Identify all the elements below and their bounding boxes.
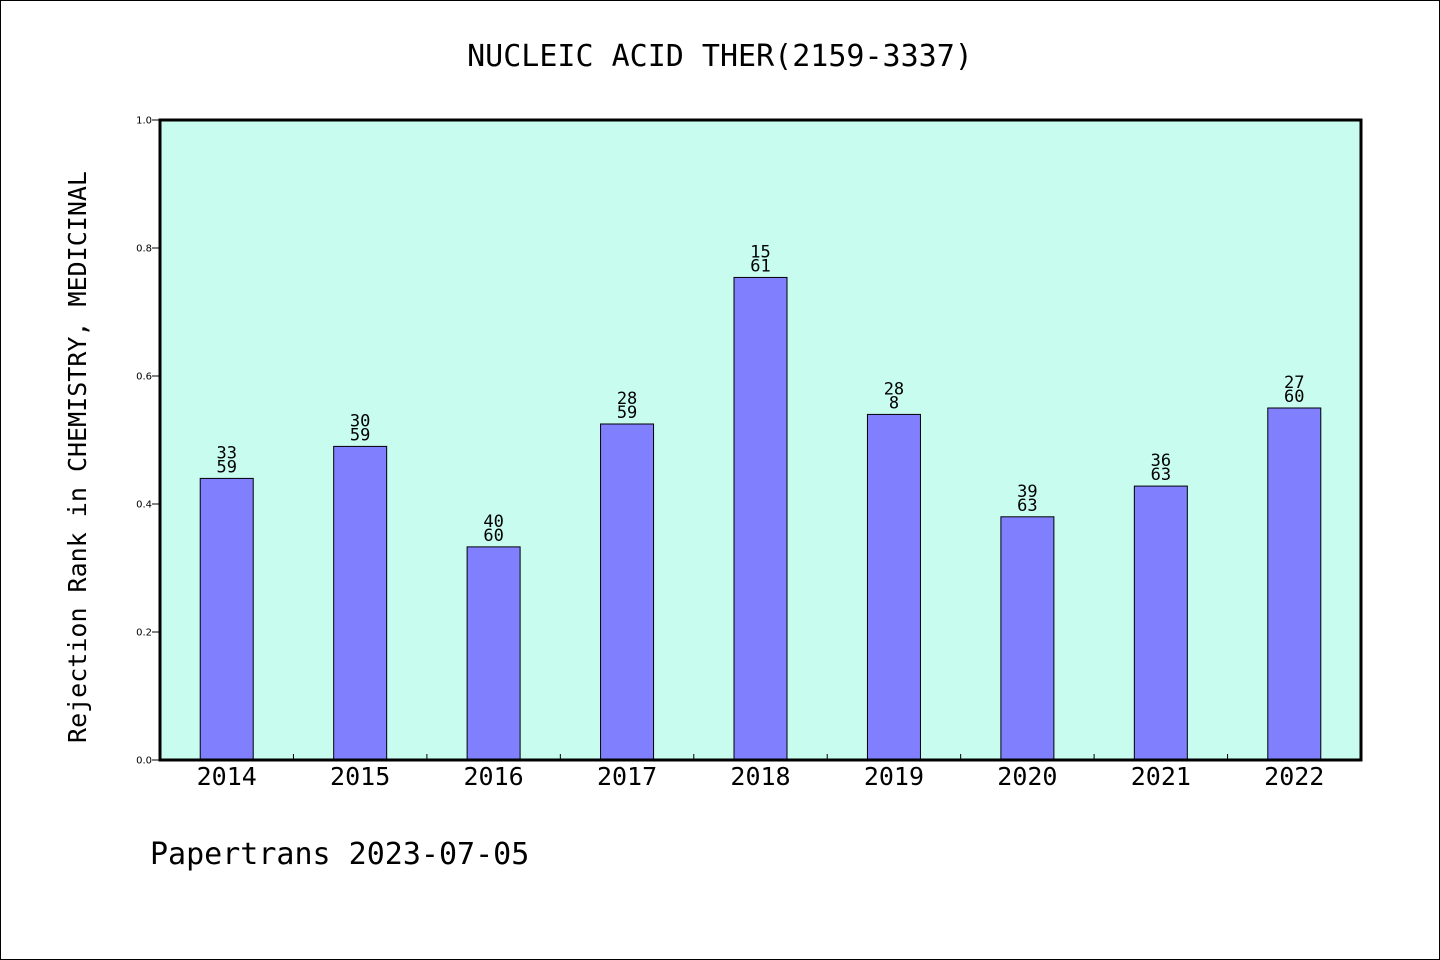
x-tick-label: 2022 (1264, 762, 1324, 791)
x-tick-label: 2014 (197, 762, 257, 791)
bar-label-bottom: 60 (483, 526, 503, 546)
bar-label-bottom: 63 (1017, 496, 1037, 516)
x-tick-label: 2017 (597, 762, 657, 791)
y-tick-label: 0.0 (136, 756, 152, 767)
x-axis: 2014 2015 2016 2017 2018 2019 2020 2021 2022 (197, 754, 1324, 791)
bar-label-top: 27 (1284, 373, 1304, 393)
y-axis-label: Rejection Rank in CHEMISTRY, MEDICINAL (63, 171, 92, 743)
bar-label-bottom: 63 (1151, 465, 1171, 485)
x-tick-label: 2019 (864, 762, 924, 791)
bar-label-top: 28 (884, 379, 904, 399)
bar (1267, 407, 1322, 761)
bar-label-top: 28 (617, 389, 637, 409)
bar (1000, 516, 1055, 761)
bar (1133, 485, 1188, 761)
bar (600, 423, 655, 761)
bar-label-bottom: 61 (750, 256, 770, 276)
bar (333, 445, 388, 761)
bar (199, 477, 254, 761)
footer-text: Papertrans 2023-07-05 (150, 837, 529, 872)
x-tick-label: 2016 (464, 762, 524, 791)
y-tick-label: 0.4 (136, 500, 152, 511)
bar-label-bottom: 59 (350, 425, 370, 445)
bar-label-bottom: 8 (889, 393, 899, 413)
plot-border (158, 118, 1363, 762)
x-tick-label: 2018 (730, 762, 790, 791)
y-tick-label: 0.6 (136, 372, 152, 383)
bar-label-top: 15 (750, 242, 770, 262)
bar-label-top: 36 (1151, 451, 1171, 471)
y-tick-label: 1.0 (136, 116, 152, 127)
y-tick-label: 0.2 (136, 628, 152, 639)
bar (733, 276, 788, 761)
x-tick-label: 2015 (330, 762, 390, 791)
bar-label-bottom: 60 (1284, 387, 1304, 407)
y-axis: 0.0 0.2 0.4 0.6 0.8 1.0 (136, 116, 160, 767)
chart-title: NUCLEIC ACID THER(2159-3337) (467, 39, 973, 74)
bar-label-top: 40 (483, 512, 503, 532)
y-tick-label: 0.8 (136, 244, 152, 255)
bar (466, 546, 521, 761)
x-tick-label: 2020 (997, 762, 1057, 791)
bar (866, 413, 921, 761)
x-tick-label: 2021 (1131, 762, 1191, 791)
bar-label-top: 33 (216, 443, 236, 463)
bar-label-bottom: 59 (617, 403, 637, 423)
bar-label-bottom: 59 (216, 457, 236, 477)
bar-label-top: 30 (350, 411, 370, 431)
bar-label-top: 39 (1017, 482, 1037, 502)
